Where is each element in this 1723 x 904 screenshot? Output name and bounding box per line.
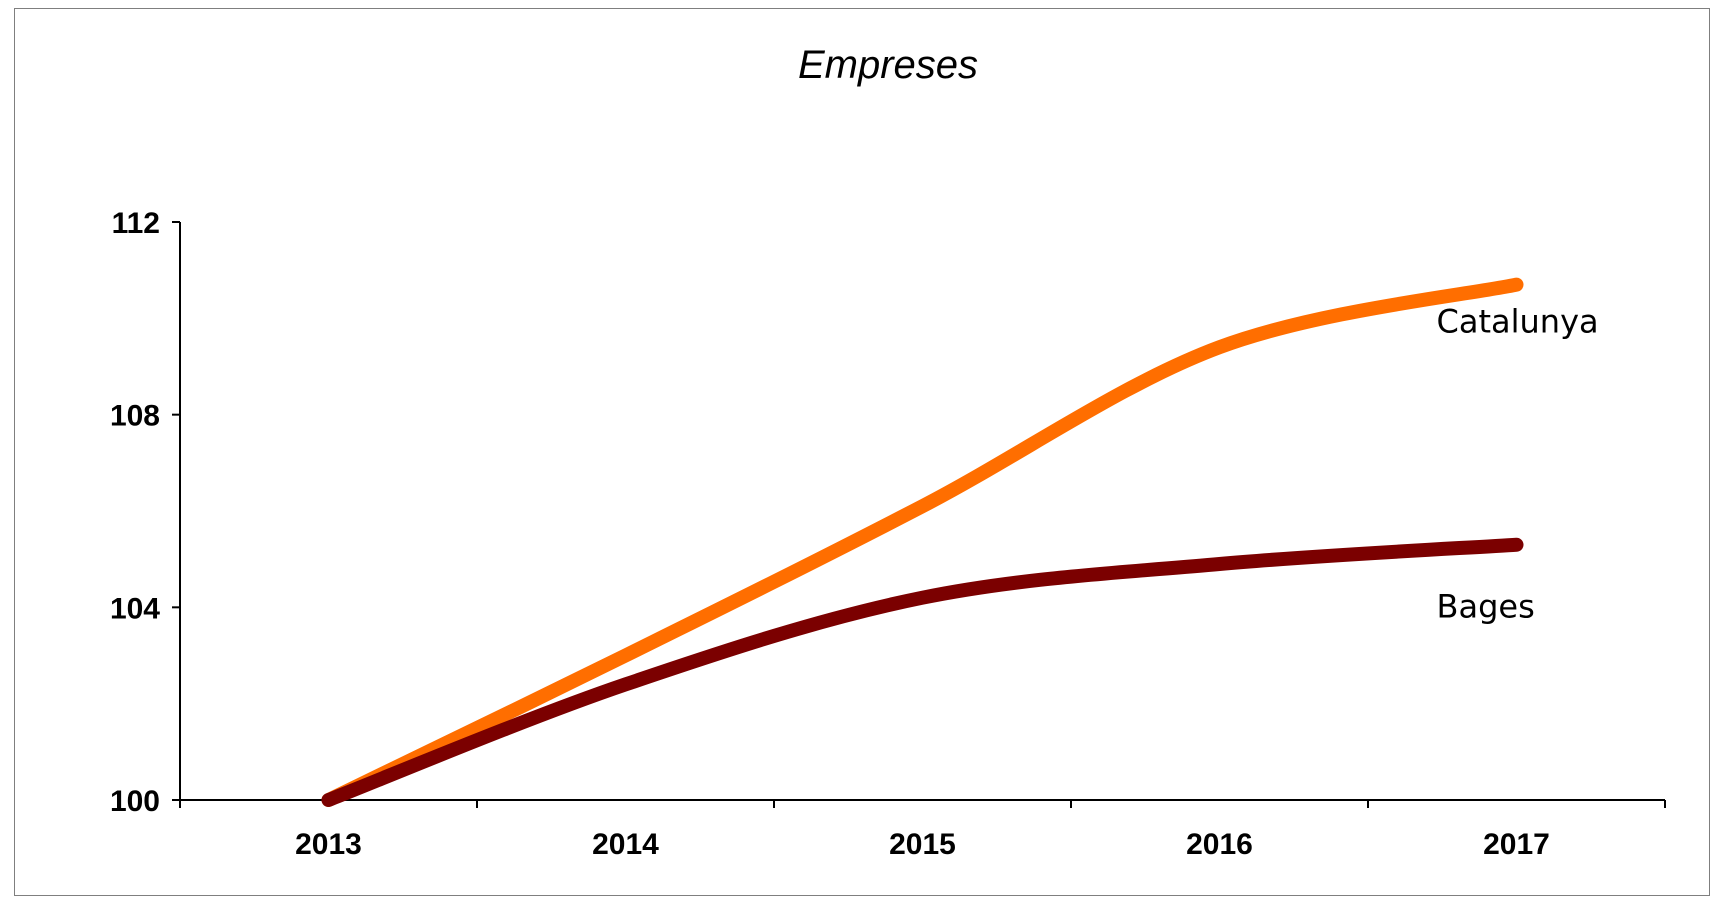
series-label-catalunya: Catalunya <box>1437 303 1599 341</box>
y-tick-label: 108 <box>110 400 160 433</box>
series-line-catalunya <box>321 277 1524 807</box>
x-tick-label: 2015 <box>889 828 956 861</box>
x-tick-label: 2013 <box>295 828 362 861</box>
series-labels: Catalunya Bages <box>1437 303 1599 626</box>
x-ticks: 2013 2014 2015 2016 2017 <box>179 800 1666 861</box>
series-lines <box>321 277 1524 807</box>
chart-frame <box>14 8 1710 896</box>
series-label-bages: Bages <box>1437 588 1535 626</box>
y-tick-label: 112 <box>112 207 160 240</box>
x-tick-label: 2017 <box>1483 828 1550 861</box>
series-line-bages <box>321 537 1524 807</box>
chart-title: Empreses <box>798 43 978 87</box>
x-tick-label: 2016 <box>1186 828 1253 861</box>
x-tick-label: 2014 <box>592 828 659 861</box>
y-tick-label: 104 <box>110 592 160 625</box>
y-tick-label: 100 <box>110 785 160 818</box>
y-ticks: 100 104 108 112 <box>110 207 180 818</box>
